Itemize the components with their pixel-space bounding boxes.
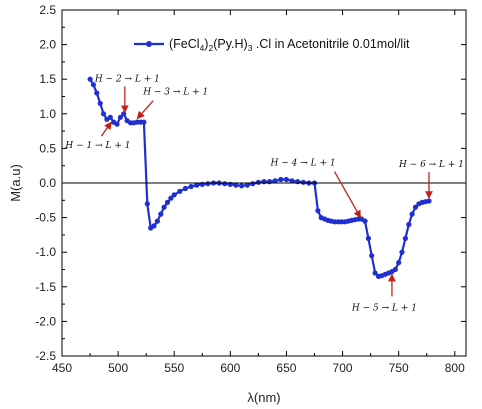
x-tick-label: 500	[108, 361, 128, 375]
data-point	[244, 182, 250, 188]
data-point	[365, 235, 371, 241]
data-point	[158, 211, 164, 217]
data-point	[233, 182, 239, 188]
data-point	[362, 218, 368, 224]
data-point	[164, 199, 171, 205]
data-point	[117, 114, 123, 120]
data-point	[409, 211, 415, 217]
y-tick-label: 2.5	[39, 3, 56, 17]
legend-marker	[146, 41, 152, 47]
data-point	[289, 178, 295, 184]
data-point	[222, 181, 228, 187]
plot-area	[87, 76, 432, 279]
y-tick-label: -1.0	[35, 245, 56, 259]
data-point	[182, 185, 188, 192]
annotation-label: H − 1 → L + 1	[64, 141, 130, 151]
data-point	[278, 176, 284, 183]
data-point	[114, 121, 120, 127]
y-tick-label: -0.5	[35, 211, 56, 225]
x-tick-label: 600	[220, 361, 240, 375]
x-tick-label: 650	[276, 361, 296, 375]
x-tick-label: 700	[333, 361, 353, 375]
annotation-arrow	[136, 100, 154, 120]
annotation-label: H − 2 → L + 1	[94, 74, 160, 84]
data-point	[121, 111, 127, 117]
y-tick-label: 1.0	[39, 107, 56, 121]
data-point	[369, 253, 375, 259]
data-point	[100, 111, 107, 117]
legend: (FeCl4)2(Py.H)3 .Cl in Acetonitrile 0.01…	[134, 37, 410, 53]
data-point	[94, 90, 100, 96]
y-axis-title: M(a.u)	[8, 164, 23, 202]
axes: 450 500 550 600 650 700 750 800 2.5 2.0 1.5 1.0 0.5 0…	[35, 3, 467, 375]
data-point	[194, 182, 200, 188]
data-point	[239, 183, 245, 189]
x-tick-label: 750	[389, 361, 409, 375]
data-point	[205, 181, 211, 187]
data-point	[372, 270, 378, 276]
y-tick-label: -1.5	[35, 280, 56, 294]
data-point	[399, 249, 405, 255]
data-point	[188, 183, 194, 190]
data-point	[283, 176, 289, 183]
data-point	[87, 76, 93, 82]
data-point	[141, 119, 147, 125]
data-point	[412, 204, 419, 210]
series-line	[89, 78, 430, 278]
data-point	[250, 181, 256, 187]
annotation-arrow	[100, 121, 112, 137]
data-point	[392, 266, 398, 273]
data-point	[154, 218, 160, 224]
annotations: H − 2 → L + 1 H − 3 → L + 1 H − 1 → L + 1 H…	[64, 74, 464, 313]
data-point	[168, 195, 174, 201]
data-point	[107, 114, 113, 120]
annotation-arrow	[333, 171, 362, 219]
y-tick-label: 1.5	[39, 72, 56, 86]
y-tick-label: 2.0	[39, 38, 56, 52]
annotation-label: H − 5 → L + 1	[351, 303, 417, 313]
data-point	[300, 179, 306, 185]
legend-label: (FeCl4)2(Py.H)3 .Cl in Acetonitrile 0.01…	[169, 37, 410, 53]
data-point	[144, 201, 150, 207]
data-point	[90, 82, 96, 88]
x-tick-label: 550	[164, 361, 184, 375]
data-point	[171, 192, 177, 198]
data-point	[315, 208, 321, 214]
data-point	[402, 235, 408, 241]
annotation-label: H − 6 → L + 1	[398, 160, 464, 170]
annotation-label: H − 4 → L + 1	[270, 159, 336, 169]
data-point	[151, 223, 157, 229]
y-tick-label: -2.0	[35, 314, 56, 328]
data-point	[396, 260, 402, 266]
annotation-label: H − 3 → L + 1	[142, 88, 208, 98]
data-point	[272, 178, 278, 184]
data-point	[406, 221, 412, 228]
data-point	[97, 100, 103, 106]
x-tick-label: 450	[52, 361, 72, 375]
y-tick-label: 0.5	[39, 141, 56, 155]
y-tick-label: 0.0	[39, 176, 56, 190]
x-axis-title: λ(nm)	[247, 390, 280, 405]
y-tick-label: -2.5	[35, 349, 56, 363]
data-point	[161, 204, 167, 210]
x-tick-label: 800	[445, 361, 465, 375]
data-point	[255, 179, 261, 185]
data-point	[177, 188, 183, 194]
data-point	[426, 198, 432, 204]
